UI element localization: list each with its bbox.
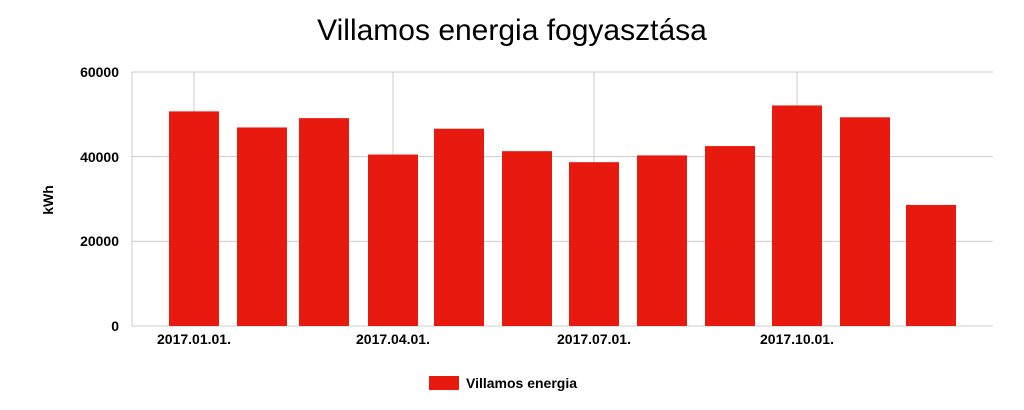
x-tick-label: 2017.01.01. [157,331,231,347]
y-axis-label: kWh [40,185,56,215]
x-axis-ticks: 2017.01.01. 2017.04.01. 2017.07.01. 2017… [157,331,834,347]
legend-label: Villamos energia [466,375,577,391]
bar [906,204,956,326]
x-tick-label: 2017.10.01. [760,331,834,347]
bar [569,162,619,326]
chart-title: Villamos energia fogyasztása [317,14,707,47]
legend-swatch [429,376,459,390]
bar [299,118,349,326]
y-tick-label: 0 [111,318,119,334]
bar [237,127,287,326]
bar [840,117,890,327]
legend: Villamos energia [429,375,577,391]
bar [434,128,484,326]
bar [368,154,418,326]
x-tick-label: 2017.04.01. [356,331,430,347]
bar [502,151,552,326]
y-tick-label: 40000 [80,149,119,165]
bar [705,146,755,326]
bar-series [169,105,956,327]
bar [637,155,687,326]
y-tick-label: 60000 [80,64,119,80]
bar [772,105,822,327]
y-axis-ticks: 0 20000 40000 60000 [80,64,119,334]
x-tick-label: 2017.07.01. [557,331,631,347]
bar [169,111,219,327]
y-tick-label: 20000 [80,233,119,249]
